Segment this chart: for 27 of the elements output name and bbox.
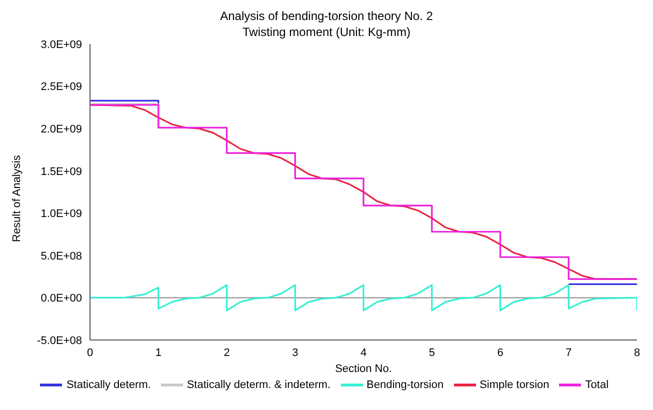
x-tick-label: 2 [224, 346, 230, 359]
chart-title: Analysis of bending-torsion theory No. 2 [219, 8, 434, 24]
y-tick-label: 5.0E+08 [40, 250, 82, 262]
y-tick-label: -5.0E+08 [37, 334, 82, 347]
x-axis-title: Section No. [335, 363, 392, 375]
line-series [90, 284, 637, 312]
y-tick-label: 2.5E+09 [40, 81, 82, 94]
legend-label: Statically determ. & indeterm. [186, 378, 331, 391]
y-tick-label: 1.0E+09 [40, 208, 82, 220]
y-tick-label: 2.0E+09 [40, 123, 82, 136]
x-tick-label: 8 [634, 346, 640, 359]
x-tick-label: 3 [292, 346, 298, 359]
chart-subtitle: Twisting moment (Unit: Kg-mm) [241, 24, 412, 40]
x-tick-label: 7 [566, 346, 572, 359]
x-tick-label: 0 [86, 346, 94, 359]
y-tick-label: 0.0E+00 [40, 292, 82, 305]
legend-label: Simple torsion [480, 378, 550, 391]
legend-label: Bending-torsion [366, 378, 444, 391]
x-tick-label: 5 [428, 346, 435, 359]
x-tick-label: 1 [155, 346, 162, 359]
y-tick-label: 1.5E+09 [40, 166, 82, 178]
y-axis-title: Result of Analysis [10, 154, 23, 242]
legend-label: Total [585, 378, 609, 391]
x-tick-label: 4 [360, 346, 367, 359]
legend-label: Statically determ. [66, 378, 151, 391]
y-tick-label: 3.0E+09 [40, 38, 82, 51]
x-tick-label: 6 [497, 346, 504, 359]
